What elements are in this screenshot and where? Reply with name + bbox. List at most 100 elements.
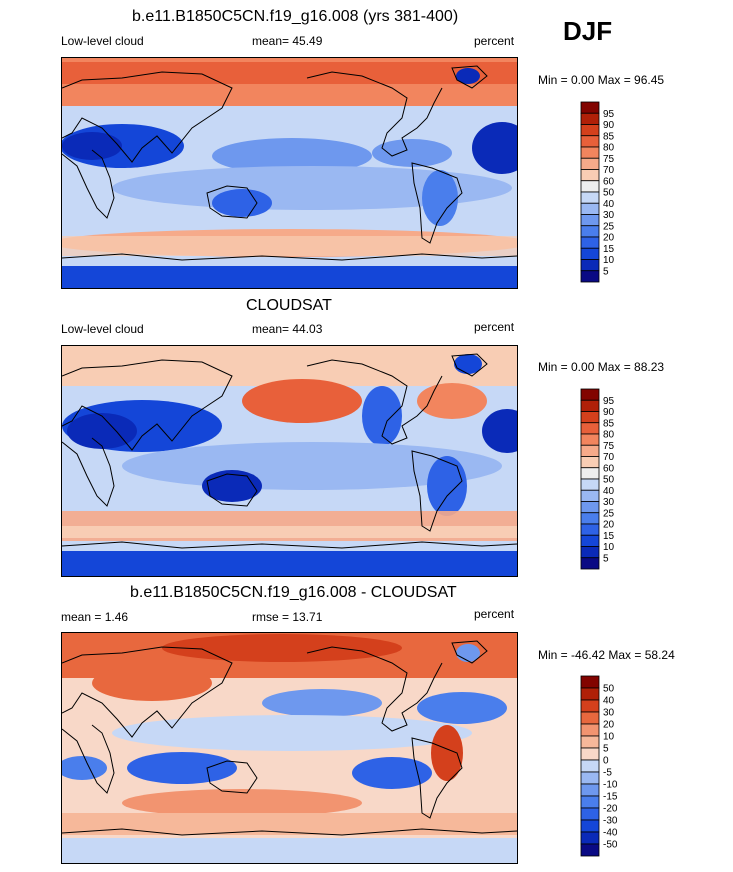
p3-coast-antarctica: [62, 828, 517, 836]
colorbar-2-box: [580, 399, 600, 412]
colorbar-3-box: [580, 807, 600, 821]
panel-1-units-label: percent: [474, 34, 515, 48]
colorbar-2-tick-label: 10: [603, 542, 615, 553]
colorbar-2-box: [580, 534, 600, 547]
colorbar-2-box: [580, 489, 600, 502]
p2-coast-antarctica: [62, 541, 517, 549]
p3-sind-blue: [62, 756, 107, 780]
colorbar-1-tick-label: 95: [603, 109, 615, 120]
colorbar-2-box: [580, 456, 600, 469]
p1-coast-samerica: [411, 162, 463, 244]
colorbar-1-box: [580, 101, 600, 114]
colorbar-3-box: [580, 711, 600, 725]
colorbar-3-tick-label: 10: [603, 732, 615, 743]
colorbar-2-box: [580, 546, 600, 559]
panel-2-units-label: percent: [474, 320, 515, 334]
colorbar-3-box: [580, 819, 600, 833]
colorbar-3-box: [580, 687, 600, 701]
p3-npac-blue: [262, 689, 382, 717]
colorbar-3-box: [580, 723, 600, 737]
colorbar-1-tick-label: 90: [603, 120, 615, 131]
colorbar-1-box: [580, 259, 600, 272]
colorbar-2-tick-label: 90: [603, 407, 615, 418]
colorbar-3-box: [580, 759, 600, 773]
colorbar-1-tick-label: 5: [603, 266, 609, 277]
colorbar-2-tick-label: 30: [603, 497, 615, 508]
panel-1-map: [61, 57, 518, 289]
colorbar-1-tick-label: 60: [603, 176, 615, 187]
colorbar-1-box: [580, 225, 600, 238]
p2-coast-greenland: [451, 353, 488, 377]
panel-3-map-svg: [62, 633, 517, 863]
colorbar-1-box: [580, 146, 600, 159]
colorbar-3-tick-label: 30: [603, 708, 615, 719]
colorbar-2-tick-label: 5: [603, 553, 609, 564]
panel-2-map: [61, 345, 518, 577]
colorbar-3-tick-label: -20: [603, 804, 618, 815]
p2-greenland: [454, 354, 482, 374]
colorbar-2-box: [580, 388, 600, 401]
p3-antarctic: [62, 838, 517, 863]
p2-nh-band: [62, 346, 517, 386]
p3-coast-samerica: [411, 737, 463, 819]
colorbar-2-box: [580, 501, 600, 514]
p1-coast-eurasia: [62, 71, 233, 163]
p2-sh-band-pale: [62, 526, 517, 538]
panel-1-minmax: Min = 0.00 Max = 96.45: [538, 73, 665, 87]
colorbar-1-box: [580, 135, 600, 148]
colorbar-2-box: [580, 478, 600, 491]
colorbar-2-tick-label: 95: [603, 396, 615, 407]
panel-3-units-label: percent: [474, 607, 515, 621]
p2-africa-low: [482, 409, 517, 453]
p1-greenland: [456, 68, 480, 84]
colorbar-3-box: [580, 771, 600, 785]
p1-coast-australia: [206, 185, 258, 219]
colorbar-2-tick-label: 60: [603, 463, 615, 474]
colorbar-1-box: [580, 124, 600, 137]
p2-coast-namerica: [306, 359, 443, 445]
colorbar-3-tick-label: 0: [603, 756, 609, 767]
colorbar-1-box: [580, 236, 600, 249]
p1-coast-antarctica: [62, 253, 517, 261]
p3-natl-blue: [417, 692, 507, 724]
colorbar-1-box: [580, 202, 600, 215]
colorbar-3-box: [580, 699, 600, 713]
colorbar-3-box: [580, 747, 600, 761]
panel-3-map: [61, 632, 518, 864]
season-label: DJF: [563, 16, 613, 46]
colorbar-2-tick-label: 85: [603, 418, 615, 429]
colorbar-3-box: [580, 843, 600, 857]
p1-coast-greenland: [451, 65, 488, 89]
panel-1-colorbar: 95 90 85 80 75 70 60 50 40 30 25 20 15 10 5: [580, 101, 621, 284]
colorbar-2-tick-label: 75: [603, 441, 615, 452]
colorbar-1-tick-label: 30: [603, 210, 615, 221]
colorbar-3-tick-label: 50: [603, 684, 615, 695]
colorbar-1-tick-label: 75: [603, 154, 615, 165]
p2-asia-core: [67, 413, 137, 449]
colorbar-1-tick-label: 40: [603, 199, 615, 210]
colorbar-3-tick-label: 5: [603, 744, 609, 755]
colorbar-1-tick-label: 20: [603, 233, 615, 244]
p1-nh-band-dark: [62, 62, 517, 84]
p1-africa-low: [472, 122, 517, 174]
colorbar-2-tick-label: 15: [603, 531, 615, 542]
colorbar-2-tick-label: 50: [603, 475, 615, 486]
colorbar-2-box: [580, 557, 600, 570]
p2-sam-blue: [427, 456, 467, 516]
colorbar-2-box: [580, 422, 600, 435]
colorbar-1-box: [580, 247, 600, 260]
panel-2-colorbar: 95 90 85 80 75 70 60 50 40 30 25 20 15 10 5: [580, 388, 621, 571]
colorbar-3-tick-label: -5: [603, 768, 612, 779]
panel-1-variable-label: Low-level cloud: [61, 34, 144, 48]
p3-asia-red: [92, 665, 212, 701]
p2-coast-eurasia: [62, 359, 233, 451]
p1-atl-blue: [372, 139, 452, 167]
colorbar-2-tick-label: 40: [603, 486, 615, 497]
p1-aus-blue: [212, 189, 272, 217]
colorbar-1-tick-label: 10: [603, 255, 615, 266]
p3-spac-blue: [127, 752, 237, 784]
p2-coast-samerica: [411, 450, 463, 532]
panel-2-mean-label: mean= 44.03: [252, 322, 323, 336]
colorbar-3-tick-label: -50: [603, 840, 618, 851]
p3-sh-red: [122, 789, 362, 817]
